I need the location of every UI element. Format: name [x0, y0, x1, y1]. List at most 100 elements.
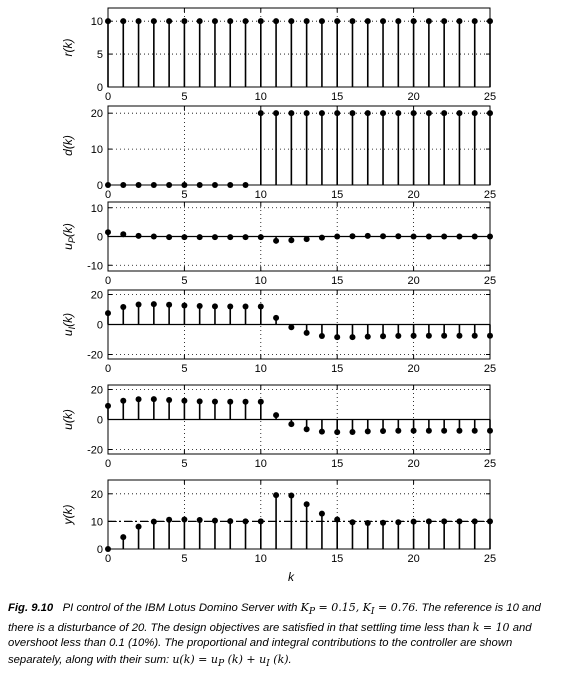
stem-marker	[425, 18, 432, 25]
x-tick-label: 5	[181, 275, 187, 287]
stem-marker	[105, 402, 111, 409]
stem-marker	[487, 332, 493, 339]
stem-marker	[242, 303, 249, 310]
stem-marker	[318, 110, 325, 117]
plot-frame	[107, 479, 491, 550]
stem-marker	[211, 303, 218, 310]
stem-marker	[395, 427, 402, 434]
caption-text-4: .	[288, 653, 292, 666]
y-tick-label: 10	[91, 144, 103, 156]
stem-marker	[471, 110, 478, 117]
stem-marker	[242, 18, 249, 25]
stem-marker	[242, 182, 249, 188]
stem-marker	[257, 110, 264, 117]
stem-marker	[135, 396, 142, 403]
stem-marker	[196, 303, 203, 310]
caption-math-kp: KP = 0.15, KI = 0.76	[300, 601, 416, 618]
stem-marker	[196, 234, 203, 241]
stem-marker	[105, 310, 111, 317]
y-tick-label: 0	[97, 320, 103, 332]
stem-marker	[181, 302, 188, 309]
stem-marker	[349, 519, 356, 526]
stem-marker	[318, 428, 325, 435]
stem-marker	[257, 18, 264, 25]
x-tick-label: 5	[181, 553, 187, 565]
stem-marker	[380, 333, 387, 340]
stem-marker	[349, 18, 356, 25]
stem-marker	[425, 427, 432, 434]
stem-marker	[487, 233, 493, 240]
x-axis-label: k	[288, 570, 295, 584]
stem-marker	[380, 428, 387, 435]
stem-marker	[166, 301, 173, 308]
stem-marker	[257, 518, 264, 525]
x-tick-label: 10	[255, 553, 267, 565]
stem-marker	[349, 233, 356, 240]
stem-marker	[273, 110, 280, 117]
stem-marker	[456, 518, 463, 525]
stem-marker	[135, 182, 142, 188]
stem-marker	[227, 182, 234, 188]
stem-marker	[487, 427, 493, 434]
stem-marker	[150, 518, 157, 525]
x-tick-label: 0	[105, 275, 111, 287]
stem-marker	[120, 534, 127, 541]
x-tick-label: 20	[407, 553, 419, 565]
stem-marker	[395, 110, 402, 117]
stem-marker	[318, 510, 325, 517]
plot-frame	[107, 7, 491, 88]
x-tick-label: 20	[407, 91, 419, 103]
stem-marker	[441, 18, 448, 25]
stem-marker	[135, 523, 142, 530]
stem-marker	[273, 412, 280, 419]
stem-marker	[410, 427, 417, 434]
panel-6: 0 5 10 15 20 25 0 10 20 y(k) k	[61, 479, 496, 584]
stem-marker	[303, 501, 310, 508]
stem-marker	[410, 110, 417, 117]
stem-marker	[166, 234, 173, 241]
stem-marker	[288, 421, 295, 428]
stem-marker	[395, 18, 402, 25]
y-tick-label: 0	[97, 232, 103, 244]
x-tick-label: 20	[407, 458, 419, 470]
stem-marker	[150, 301, 157, 308]
stem-marker	[456, 427, 463, 434]
stem-marker	[441, 427, 448, 434]
stem-marker	[334, 110, 341, 117]
x-tick-label: 5	[181, 91, 187, 103]
y-tick-label: 10	[91, 16, 103, 28]
stem-marker	[380, 519, 387, 526]
x-tick-label: 10	[255, 189, 267, 201]
stem-marker	[318, 18, 325, 25]
stem-marker	[425, 332, 432, 339]
stem-marker	[303, 329, 310, 336]
stem-marker	[410, 233, 417, 240]
stem-marker	[487, 18, 493, 25]
x-tick-label: 10	[255, 363, 267, 375]
stem-marker	[242, 234, 249, 241]
y-tick-label: 20	[91, 290, 103, 302]
y-axis-label: uI(k)	[61, 313, 77, 336]
caption-text-3: and overshoot less than 0.1 (10%). The p…	[8, 621, 532, 666]
stem-marker	[211, 398, 218, 405]
x-tick-label: 5	[181, 363, 187, 375]
y-axis-label: uP(k)	[61, 223, 77, 250]
stem-marker	[364, 428, 371, 435]
x-tick-label: 15	[331, 275, 343, 287]
stem-marker	[471, 332, 478, 339]
y-tick-label: 20	[91, 108, 103, 120]
x-tick-label: 15	[331, 553, 343, 565]
stem-marker	[303, 236, 310, 243]
stem-marker	[135, 18, 142, 25]
stem-marker	[242, 518, 249, 525]
stem-marker	[120, 18, 127, 25]
stem-marker	[211, 182, 218, 188]
caption-math-u: u(k) = uP (k) + uI (k)	[172, 652, 289, 669]
stem-marker	[349, 334, 356, 341]
x-tick-label: 15	[331, 189, 343, 201]
x-tick-label: 0	[105, 91, 111, 103]
stem-marker	[181, 182, 188, 188]
stem-marker	[364, 110, 371, 117]
stem-marker	[334, 233, 341, 240]
